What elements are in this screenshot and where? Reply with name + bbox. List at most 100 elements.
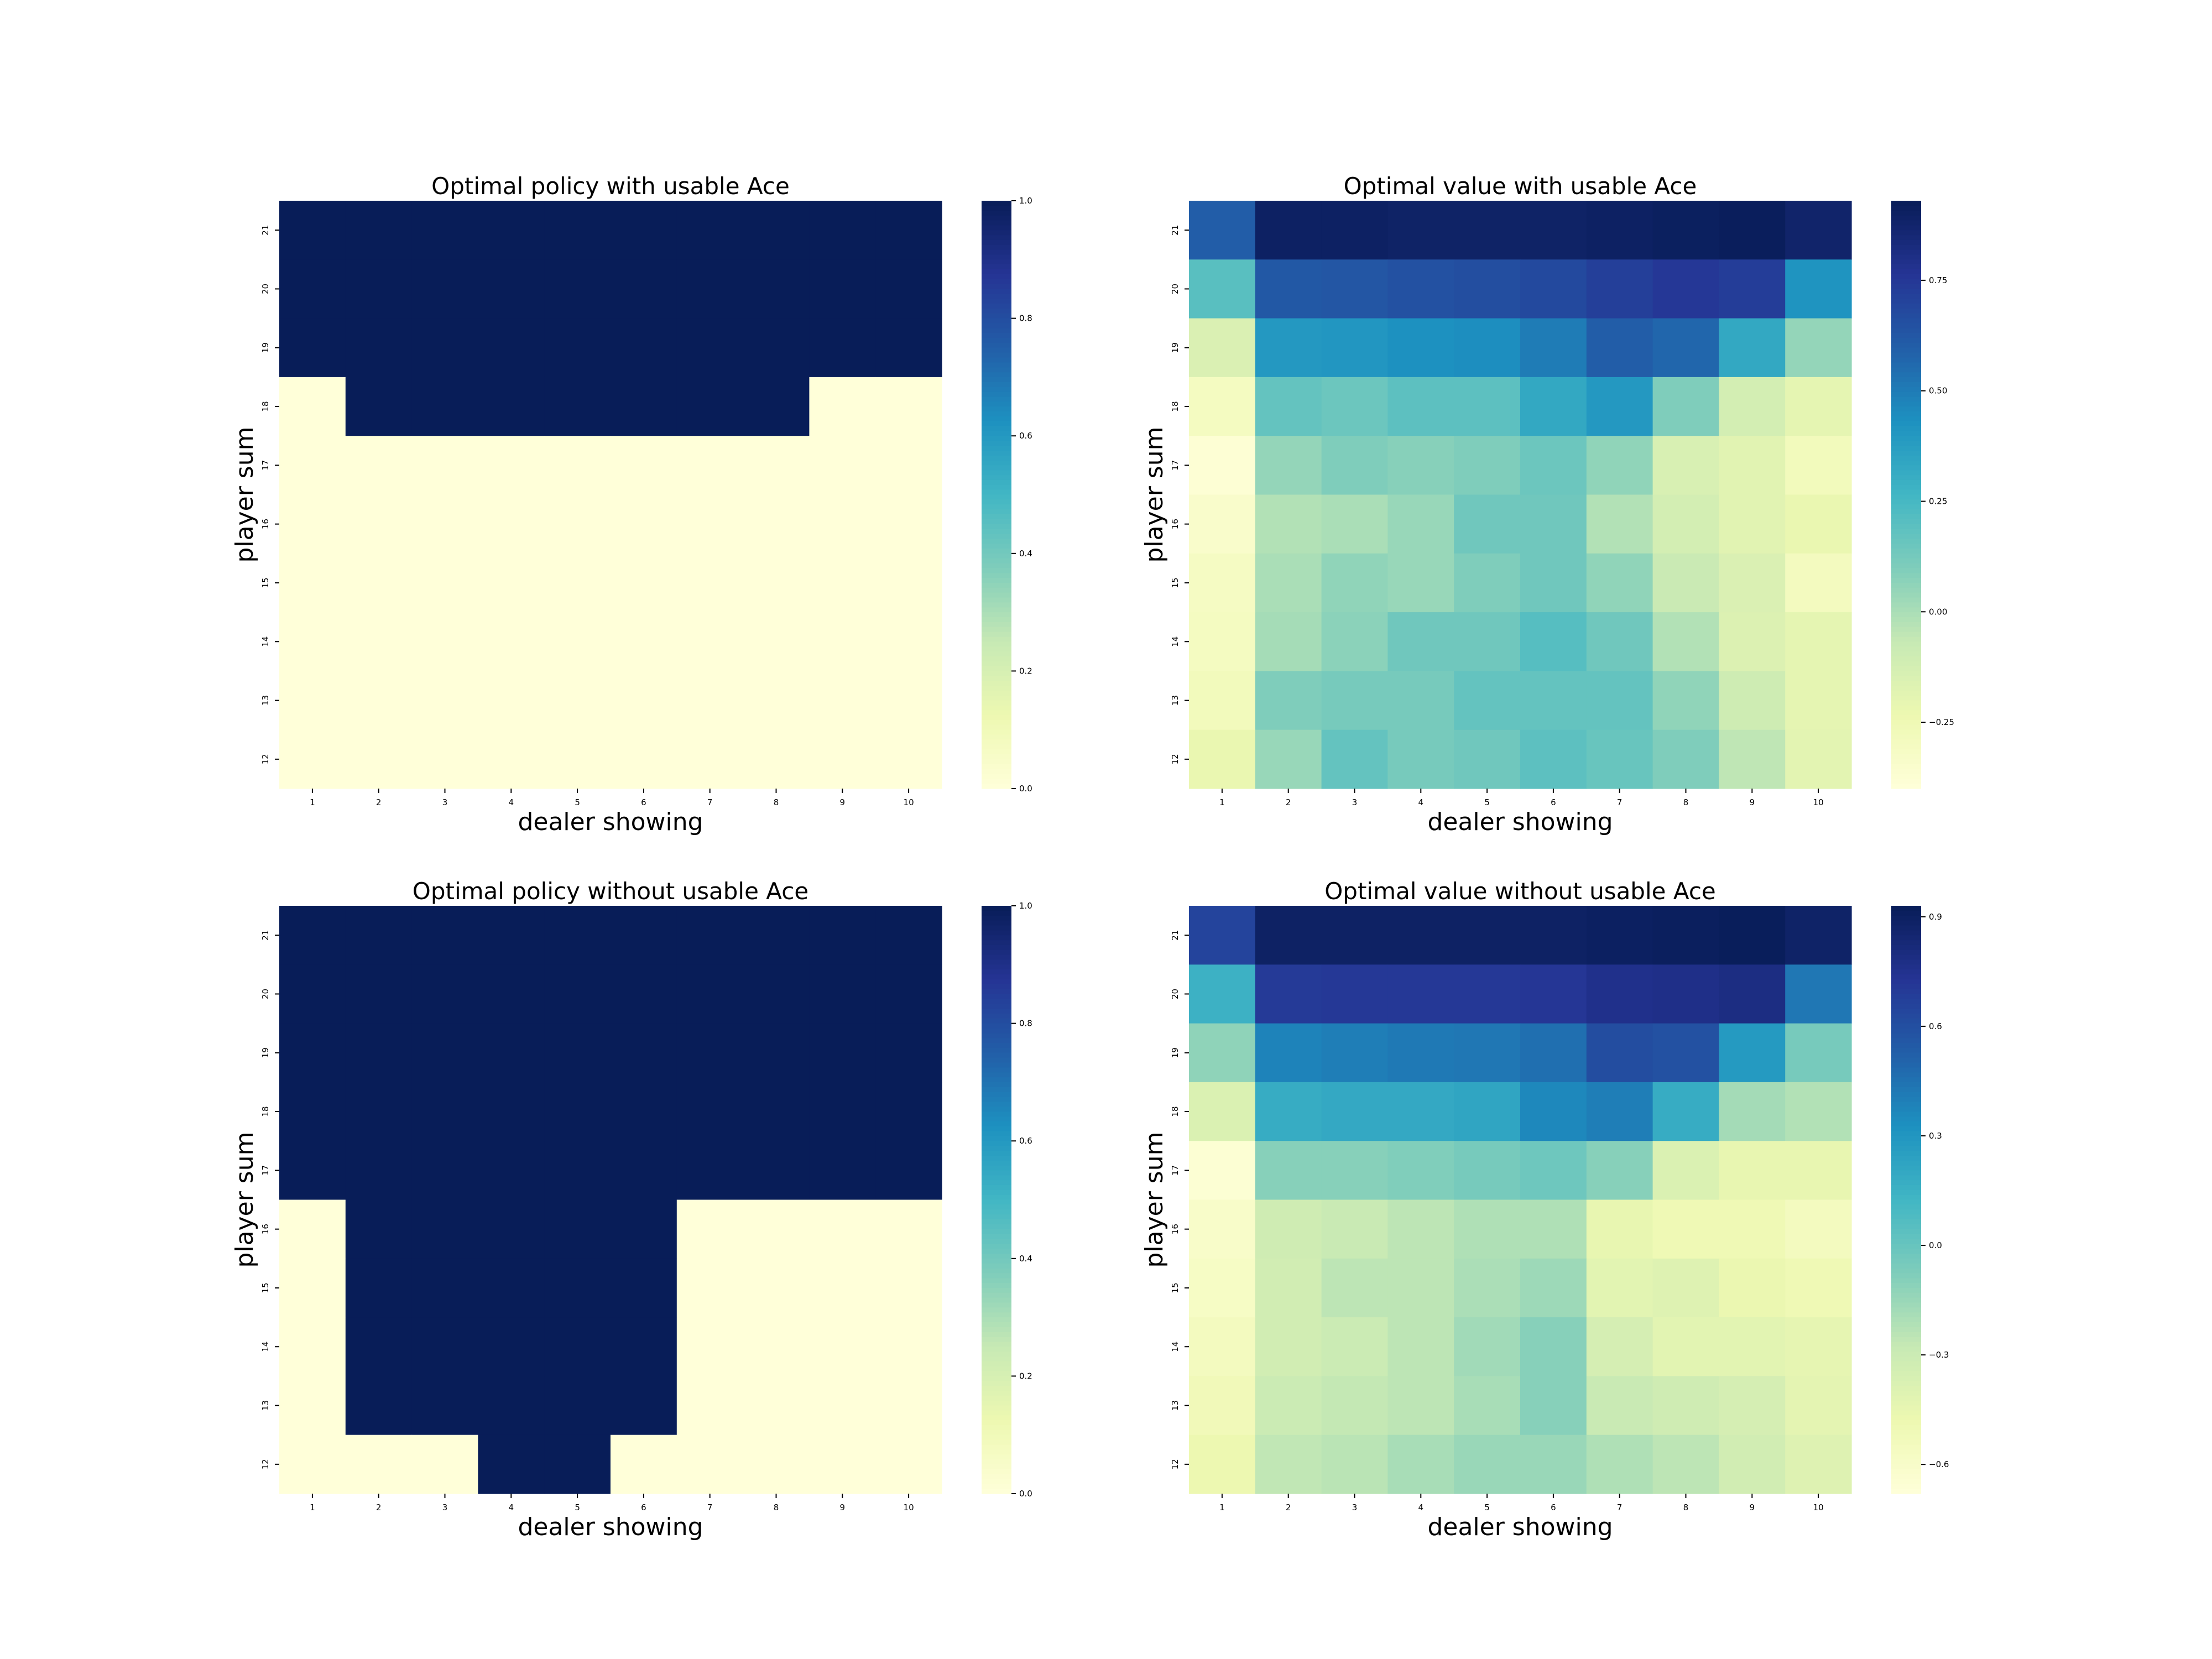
heatmap-cell bbox=[676, 671, 744, 731]
colorbar-segment bbox=[1891, 1097, 1921, 1102]
colorbar-segment bbox=[1891, 269, 1921, 275]
x-tick-label: 1 bbox=[1219, 797, 1225, 807]
colorbar-segment bbox=[1891, 651, 1921, 657]
colorbar-segment bbox=[982, 915, 1011, 921]
heatmap-cell bbox=[1387, 259, 1454, 319]
colorbar-segment bbox=[982, 387, 1011, 393]
heatmap-cell bbox=[478, 201, 545, 260]
heatmap-cell bbox=[1520, 1376, 1587, 1436]
heatmap-cell bbox=[1586, 318, 1653, 378]
colorbar-segment bbox=[982, 484, 1011, 491]
heatmap-cell bbox=[1586, 612, 1653, 671]
colorbar-segment bbox=[982, 1366, 1011, 1372]
heatmap-cell bbox=[1785, 1141, 1852, 1201]
heatmap-cell bbox=[743, 494, 810, 554]
colorbar-segment bbox=[1891, 220, 1921, 226]
colorbar-segment bbox=[1891, 406, 1921, 412]
colorbar-segment bbox=[1891, 544, 1921, 549]
colorbar-segment bbox=[982, 1312, 1011, 1318]
colorbar-segment bbox=[982, 1131, 1011, 1136]
colorbar-segment bbox=[982, 1297, 1011, 1303]
heatmap-cell bbox=[279, 1199, 346, 1259]
heatmap-cell bbox=[411, 612, 478, 671]
heatmap-cell bbox=[1255, 259, 1322, 319]
heatmap-cell bbox=[411, 964, 478, 1024]
heatmap-cell bbox=[1454, 906, 1521, 965]
heatmap-cell bbox=[1255, 671, 1322, 731]
colorbar-segment bbox=[1891, 1420, 1921, 1426]
heatmap-cell bbox=[478, 318, 545, 378]
colorbar-segment bbox=[1891, 460, 1921, 466]
heatmap-cell bbox=[411, 377, 478, 436]
colorbar-segment bbox=[1891, 1361, 1921, 1367]
colorbar-segment bbox=[1891, 641, 1921, 647]
heatmap-cell bbox=[1520, 318, 1587, 378]
heatmap-cell bbox=[1785, 201, 1852, 260]
y-axis-label: player sum bbox=[231, 1132, 259, 1268]
colorbar-tick-label: 0.50 bbox=[1929, 386, 1947, 396]
colorbar-segment bbox=[982, 632, 1011, 637]
colorbar-segment bbox=[982, 323, 1011, 328]
colorbar-segment bbox=[982, 235, 1011, 241]
colorbar-segment bbox=[1891, 1185, 1921, 1191]
heatmap-cell bbox=[279, 1258, 346, 1318]
colorbar-segment bbox=[1891, 1102, 1921, 1107]
colorbar-segment bbox=[982, 431, 1011, 436]
colorbar-segment bbox=[982, 734, 1011, 740]
colorbar-segment bbox=[982, 1489, 1011, 1494]
heatmap-cell bbox=[1785, 1317, 1852, 1376]
heatmap-cell bbox=[1255, 494, 1322, 554]
colorbar-segment bbox=[1891, 661, 1921, 667]
heatmap-cell bbox=[1785, 671, 1852, 731]
heatmap-cell bbox=[611, 377, 677, 436]
colorbar-segment bbox=[982, 338, 1011, 343]
heatmap-cell bbox=[1719, 436, 1786, 495]
colorbar-segment bbox=[982, 925, 1011, 931]
colorbar-segment bbox=[1891, 1146, 1921, 1151]
heatmap-cell bbox=[345, 318, 413, 378]
heatmap-cell bbox=[279, 201, 346, 260]
colorbar-segment bbox=[982, 592, 1011, 598]
heatmap-cell bbox=[1255, 436, 1322, 495]
heatmap-cell bbox=[1586, 259, 1653, 319]
colorbar-segment bbox=[982, 1287, 1011, 1293]
heatmap-cell bbox=[279, 1317, 346, 1376]
y-tick-label: 14 bbox=[260, 637, 270, 647]
colorbar-segment bbox=[1891, 1043, 1921, 1048]
heatmap-cell bbox=[279, 1434, 346, 1494]
colorbar-segment bbox=[1891, 205, 1921, 211]
colorbar-segment bbox=[1891, 254, 1921, 260]
colorbar-segment bbox=[982, 671, 1011, 676]
colorbar-segment bbox=[1891, 1155, 1921, 1161]
heatmap-cell bbox=[544, 201, 611, 260]
heatmap-cell bbox=[1520, 729, 1587, 789]
x-tick-label: 2 bbox=[376, 797, 382, 807]
heatmap-cell bbox=[1719, 494, 1786, 554]
heatmap-cell bbox=[1189, 201, 1256, 260]
colorbar-segment bbox=[1891, 553, 1921, 559]
y-tick-label: 20 bbox=[1170, 284, 1180, 294]
colorbar-segment bbox=[982, 529, 1011, 534]
heatmap-cell bbox=[875, 494, 942, 554]
colorbar-segment bbox=[982, 328, 1011, 333]
colorbar-tick-label: 0.0 bbox=[1019, 1489, 1032, 1499]
x-tick-label: 5 bbox=[1484, 1503, 1490, 1512]
heatmap-cell bbox=[1189, 906, 1256, 965]
colorbar-segment bbox=[982, 357, 1011, 363]
colorbar-segment bbox=[982, 313, 1011, 319]
colorbar-segment bbox=[982, 1219, 1011, 1225]
heatmap-cell bbox=[544, 1141, 611, 1201]
colorbar-segment bbox=[982, 205, 1011, 211]
colorbar-segment bbox=[1891, 1297, 1921, 1303]
colorbar-segment bbox=[982, 1136, 1011, 1141]
heatmap-cell bbox=[1255, 1141, 1322, 1201]
heatmap-cell bbox=[1321, 553, 1388, 613]
heatmap-cell bbox=[1189, 1199, 1256, 1259]
heatmap-cell bbox=[411, 1141, 478, 1201]
heatmap-cell bbox=[345, 671, 413, 731]
y-tick-label: 15 bbox=[1170, 577, 1180, 588]
colorbar-segment bbox=[1891, 1023, 1921, 1029]
heatmap-cell bbox=[1652, 1141, 1719, 1201]
heatmap-cell bbox=[1719, 201, 1786, 260]
heatmap-cell bbox=[875, 906, 942, 965]
